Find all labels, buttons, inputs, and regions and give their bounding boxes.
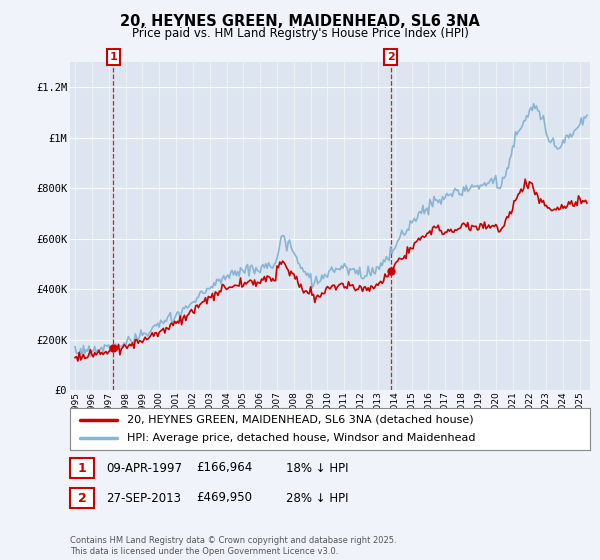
Text: 20, HEYNES GREEN, MAIDENHEAD, SL6 3NA: 20, HEYNES GREEN, MAIDENHEAD, SL6 3NA [120, 14, 480, 29]
Text: 27-SEP-2013: 27-SEP-2013 [106, 492, 181, 505]
Text: 1: 1 [77, 461, 86, 474]
Text: Price paid vs. HM Land Registry's House Price Index (HPI): Price paid vs. HM Land Registry's House … [131, 27, 469, 40]
Text: 1: 1 [110, 52, 117, 62]
Text: Contains HM Land Registry data © Crown copyright and database right 2025.
This d: Contains HM Land Registry data © Crown c… [70, 536, 397, 556]
Text: 18% ↓ HPI: 18% ↓ HPI [286, 461, 349, 474]
Text: 2: 2 [77, 492, 86, 505]
Text: 28% ↓ HPI: 28% ↓ HPI [286, 492, 349, 505]
Text: 09-APR-1997: 09-APR-1997 [106, 461, 182, 474]
Text: 20, HEYNES GREEN, MAIDENHEAD, SL6 3NA (detached house): 20, HEYNES GREEN, MAIDENHEAD, SL6 3NA (d… [127, 415, 474, 424]
Text: HPI: Average price, detached house, Windsor and Maidenhead: HPI: Average price, detached house, Wind… [127, 433, 476, 444]
Text: £469,950: £469,950 [196, 492, 252, 505]
Text: £166,964: £166,964 [196, 461, 252, 474]
Text: 2: 2 [387, 52, 394, 62]
